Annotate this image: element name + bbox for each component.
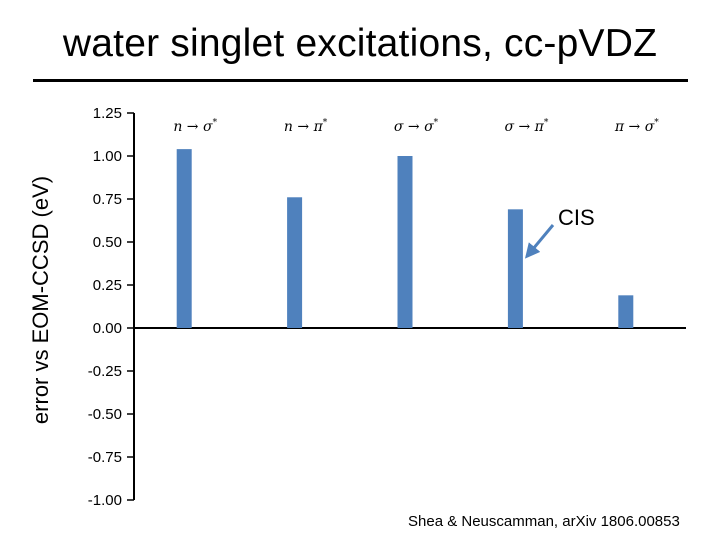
y-tick-label: 0.75 [93, 191, 122, 208]
category-label: σ → π* [504, 118, 548, 135]
category-label-part: * [323, 118, 328, 128]
y-tick-label: 0.25 [93, 277, 122, 294]
bar [397, 156, 413, 328]
category-label-part: * [213, 118, 218, 128]
slide-title: water singlet excitations, cc-pVDZ [62, 22, 658, 65]
category-label-part: n [173, 119, 182, 135]
category-label-part: * [434, 118, 439, 128]
annotation-label: CIS [558, 205, 595, 230]
category-label: n → σ* [173, 118, 217, 135]
annotation-arrow [524, 224, 555, 259]
y-tick-label: -1.00 [88, 492, 122, 509]
bar [176, 149, 192, 328]
category-label-part: σ [203, 119, 213, 135]
category-label-part: → [182, 119, 203, 135]
y-tick-label: 0.00 [93, 320, 122, 337]
category-label-part: σ [394, 119, 404, 135]
category-label: σ → σ* [394, 118, 439, 135]
y-tick-label: -0.75 [88, 449, 122, 466]
bar [287, 197, 303, 328]
category-label-part: π [534, 119, 545, 135]
y-tick-label: 1.25 [93, 105, 122, 122]
citation: Shea & Neuscamman, arXiv 1806.00853 [408, 513, 680, 530]
category-label: n → π* [284, 118, 328, 135]
category-label-part: σ [645, 119, 655, 135]
category-label-part: π [614, 119, 625, 135]
category-label-part: * [544, 118, 549, 128]
y-tick-label: -0.50 [88, 406, 122, 423]
y-tick-label: 0.50 [93, 234, 122, 251]
bar [507, 209, 523, 328]
title-divider [33, 79, 688, 82]
y-axis-label: error vs EOM-CCSD (eV) [28, 176, 53, 424]
category-label-part: π [313, 119, 324, 135]
category-label-part: σ [424, 119, 434, 135]
category-label-part: → [624, 119, 645, 135]
y-tick-label: -0.25 [88, 363, 122, 380]
category-label-part: → [403, 119, 424, 135]
category-label-part: σ [504, 119, 514, 135]
category-label-part: n [284, 119, 293, 135]
category-label-part: → [514, 119, 535, 135]
category-label: π → σ* [614, 118, 659, 135]
category-label-part: * [654, 118, 659, 128]
bar [618, 295, 634, 328]
y-tick-label: 1.00 [93, 148, 122, 165]
category-label-part: → [293, 119, 314, 135]
